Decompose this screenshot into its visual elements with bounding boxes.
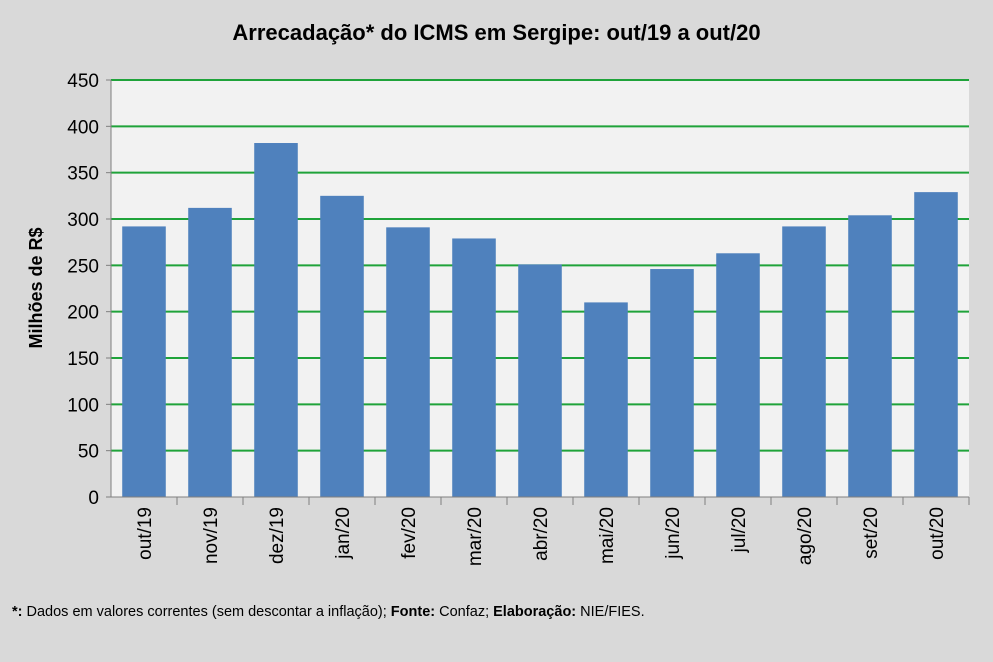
- bar: [518, 264, 562, 497]
- y-tick-label: 0: [88, 488, 99, 509]
- bar: [452, 238, 496, 497]
- x-tick-label: mai/20: [597, 507, 618, 564]
- bar: [716, 253, 760, 497]
- footnote-elab-label: Elaboração:: [493, 604, 577, 620]
- bar: [386, 227, 430, 497]
- footnote-star: *:: [12, 604, 23, 620]
- bar: [914, 192, 958, 498]
- y-tick-label: 100: [67, 395, 99, 416]
- x-tick-label: out/19: [135, 507, 156, 560]
- x-tick-label: set/20: [861, 507, 882, 559]
- x-tick-label: ago/20: [795, 507, 816, 565]
- x-tick-label: mar/20: [465, 507, 486, 566]
- y-tick-label: 350: [67, 164, 99, 185]
- footnote-source-text: Confaz;: [435, 604, 494, 620]
- x-tick-label: jan/20: [333, 507, 354, 560]
- x-tick-label: jul/20: [729, 507, 750, 553]
- y-tick-label: 50: [78, 442, 99, 463]
- footnote: *: Dados em valores correntes (sem desco…: [12, 604, 645, 620]
- bar: [650, 269, 694, 497]
- y-axis-label: Milhões de R$: [26, 227, 46, 348]
- x-tick-label: dez/19: [267, 507, 288, 564]
- y-tick-label: 150: [67, 349, 99, 370]
- bar: [188, 207, 232, 497]
- y-tick-label: 200: [67, 303, 99, 324]
- bar: [254, 143, 298, 497]
- x-tick-label: nov/19: [201, 507, 222, 564]
- y-tick-label: 400: [67, 117, 99, 138]
- bar: [122, 226, 166, 497]
- bar: [320, 195, 364, 498]
- bar: [782, 226, 826, 497]
- chart-title: Arrecadação* do ICMS em Sergipe: out/19 …: [232, 20, 761, 45]
- footnote-source-label: Fonte:: [390, 604, 436, 620]
- bar: [584, 302, 628, 497]
- y-tick-label: 250: [67, 256, 99, 277]
- x-tick-label: abr/20: [531, 507, 552, 561]
- bar: [848, 215, 892, 497]
- x-tick-label: fev/20: [399, 507, 420, 559]
- x-tick-label: out/20: [927, 507, 948, 560]
- x-tick-label: jun/20: [663, 507, 684, 560]
- y-tick-label: 300: [67, 210, 99, 231]
- footnote-star-text: Dados em valores correntes (sem desconta…: [22, 604, 391, 620]
- y-tick-label: 450: [67, 71, 99, 92]
- footnote-elab-text: NIE/FIES.: [576, 604, 645, 620]
